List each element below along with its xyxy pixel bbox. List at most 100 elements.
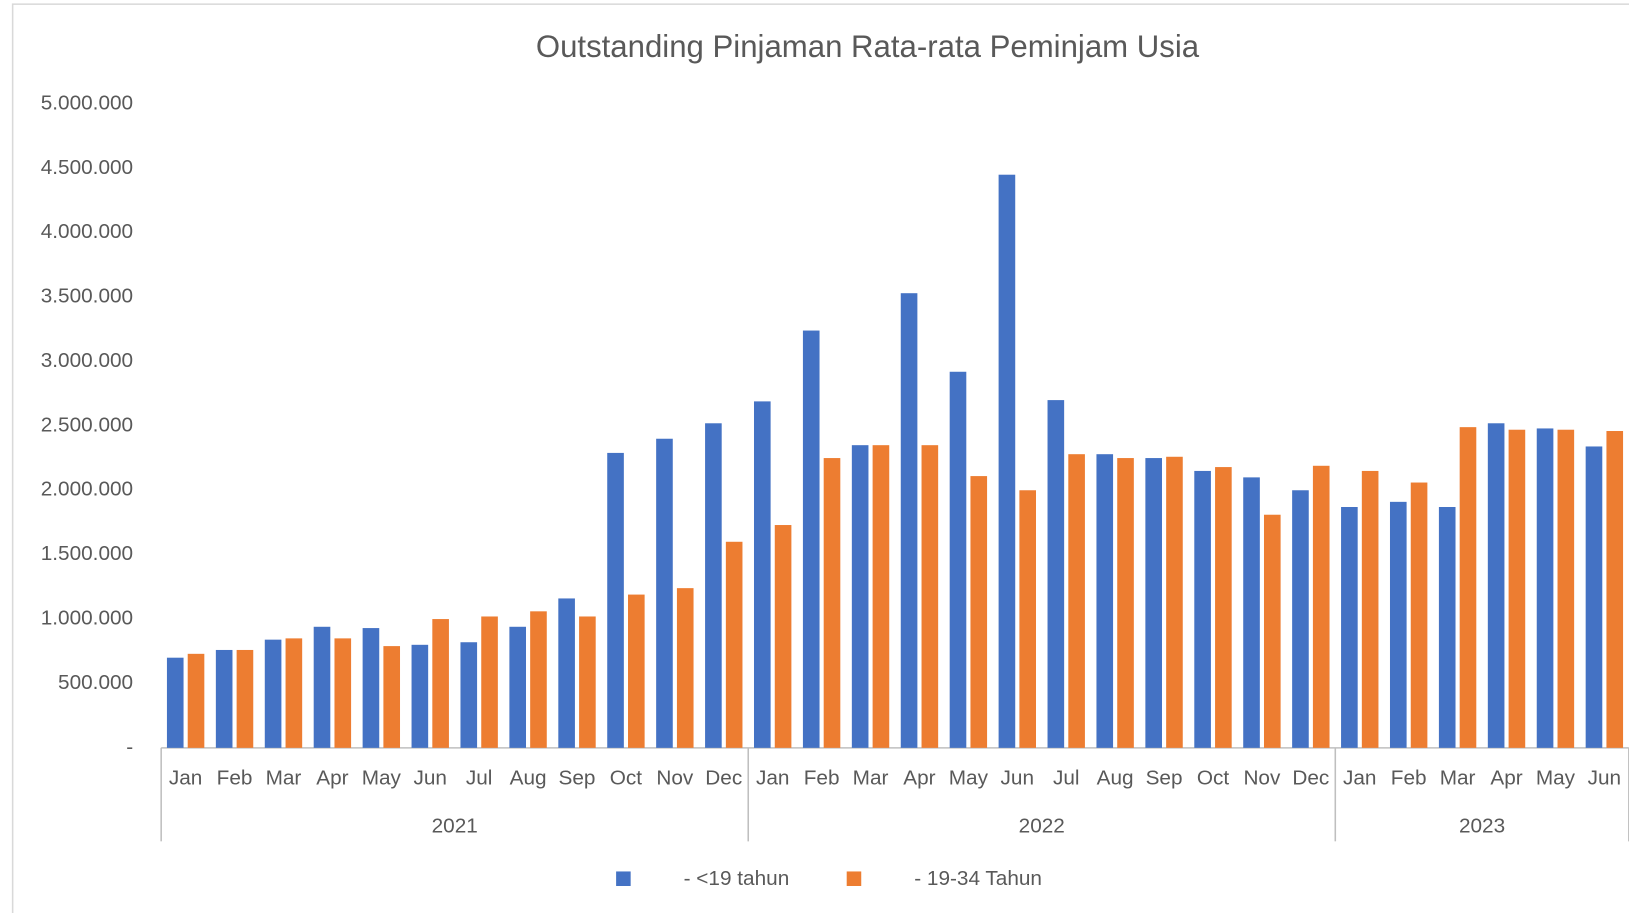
bar: [334, 638, 352, 748]
y-tick-label: 3.500.000: [41, 285, 133, 308]
x-tick-label: Aug: [1097, 766, 1134, 789]
x-tick-label: Apr: [1490, 766, 1522, 789]
bar: [1606, 431, 1624, 748]
bar: [530, 611, 547, 748]
bar: [285, 638, 303, 748]
bar: [411, 644, 429, 748]
y-tick-label: 2.000.000: [41, 478, 133, 501]
bar: [1410, 482, 1428, 748]
bar: [215, 649, 233, 748]
x-tick-label: Jan: [169, 766, 202, 789]
bar: [1117, 458, 1134, 748]
bar: [872, 445, 890, 748]
bar: [1312, 465, 1330, 748]
x-tick-label: Feb: [804, 766, 840, 789]
x-tick-label: Jun: [1001, 766, 1034, 789]
bar: [1487, 423, 1505, 748]
bar: [802, 330, 820, 748]
bar: [1019, 490, 1036, 748]
bar: [1068, 454, 1085, 748]
bar: [1585, 446, 1603, 748]
bar: [1096, 454, 1114, 748]
bar: [607, 452, 624, 748]
x-tick-label: Jun: [413, 766, 446, 789]
x-tick-label: Apr: [903, 766, 935, 789]
bar: [705, 423, 722, 748]
bar: [509, 626, 527, 748]
bar: [1341, 507, 1358, 748]
x-tick-label: Jul: [1053, 766, 1080, 789]
bar: [725, 541, 743, 748]
bar: [236, 649, 254, 748]
y-tick-label: 4.500.000: [41, 156, 133, 179]
x-tick-label: Oct: [610, 766, 643, 789]
bar: [1389, 501, 1407, 748]
bar: [432, 619, 449, 748]
bar: [753, 401, 771, 748]
x-tick-label: Mar: [266, 766, 302, 789]
x-tick-label: May: [949, 766, 989, 789]
bar: [1194, 470, 1211, 748]
legend-label: - <19 tahun: [684, 867, 790, 890]
x-tick-label: Feb: [1391, 766, 1427, 789]
y-tick-label: 4.000.000: [41, 220, 133, 243]
bar: [628, 594, 645, 748]
y-tick-label: 1.500.000: [41, 542, 133, 565]
y-tick-label: 3.000.000: [41, 349, 133, 372]
bar: [362, 628, 380, 748]
legend-swatch: [846, 871, 862, 886]
bar: [998, 174, 1016, 748]
x-tick-label: Jan: [1343, 766, 1376, 789]
x-tick-label: Mar: [1440, 766, 1476, 789]
bar: [1047, 400, 1065, 748]
x-tick-label: Jul: [466, 766, 493, 789]
group-label: 2021: [432, 814, 478, 837]
bar: [949, 371, 967, 748]
y-tick-label: 5.000.000: [41, 91, 133, 114]
bar: [264, 639, 282, 748]
x-tick-label: Sep: [1146, 766, 1183, 789]
bar: [774, 525, 792, 748]
x-tick-label: Nov: [1243, 766, 1281, 789]
group-label: 2022: [1019, 814, 1065, 837]
bar: [313, 626, 331, 748]
y-tick-label: 2.500.000: [41, 413, 133, 436]
x-tick-label: Dec: [1292, 766, 1329, 789]
bar: [676, 588, 694, 748]
bar: [970, 476, 988, 748]
bar: [851, 445, 869, 748]
bar: [823, 458, 841, 748]
legend-swatch: [616, 871, 631, 886]
bar: [579, 616, 596, 748]
group-label: 2023: [1459, 814, 1505, 837]
bar: [1145, 458, 1162, 748]
x-tick-label: Oct: [1197, 766, 1230, 789]
bar: [900, 293, 918, 748]
bar: [1263, 514, 1281, 748]
x-tick-label: Aug: [510, 766, 547, 789]
bar: [1508, 429, 1526, 748]
x-tick-label: Dec: [705, 766, 742, 789]
x-tick-label: May: [362, 766, 402, 789]
x-tick-label: Jan: [756, 766, 789, 789]
bar: [1536, 428, 1554, 748]
bar: [1459, 427, 1477, 748]
bar: [166, 657, 184, 748]
y-tick-label: -: [126, 735, 133, 758]
bar: [383, 646, 401, 748]
x-tick-label: Jun: [1588, 766, 1621, 789]
chart-border: [11, 3, 1629, 913]
bar: [1166, 456, 1183, 748]
x-tick-label: Sep: [559, 766, 596, 789]
bar: [481, 616, 498, 748]
y-tick-label: 500.000: [58, 671, 133, 694]
x-tick-label: Feb: [217, 766, 253, 789]
chart-title: Outstanding Pinjaman Rata-rata Peminjam …: [536, 29, 1200, 64]
bar: [558, 598, 575, 748]
bar: [1557, 429, 1575, 748]
bar: [460, 642, 478, 748]
x-tick-label: Mar: [853, 766, 889, 789]
bar: [187, 653, 205, 748]
x-tick-label: Apr: [316, 766, 348, 789]
